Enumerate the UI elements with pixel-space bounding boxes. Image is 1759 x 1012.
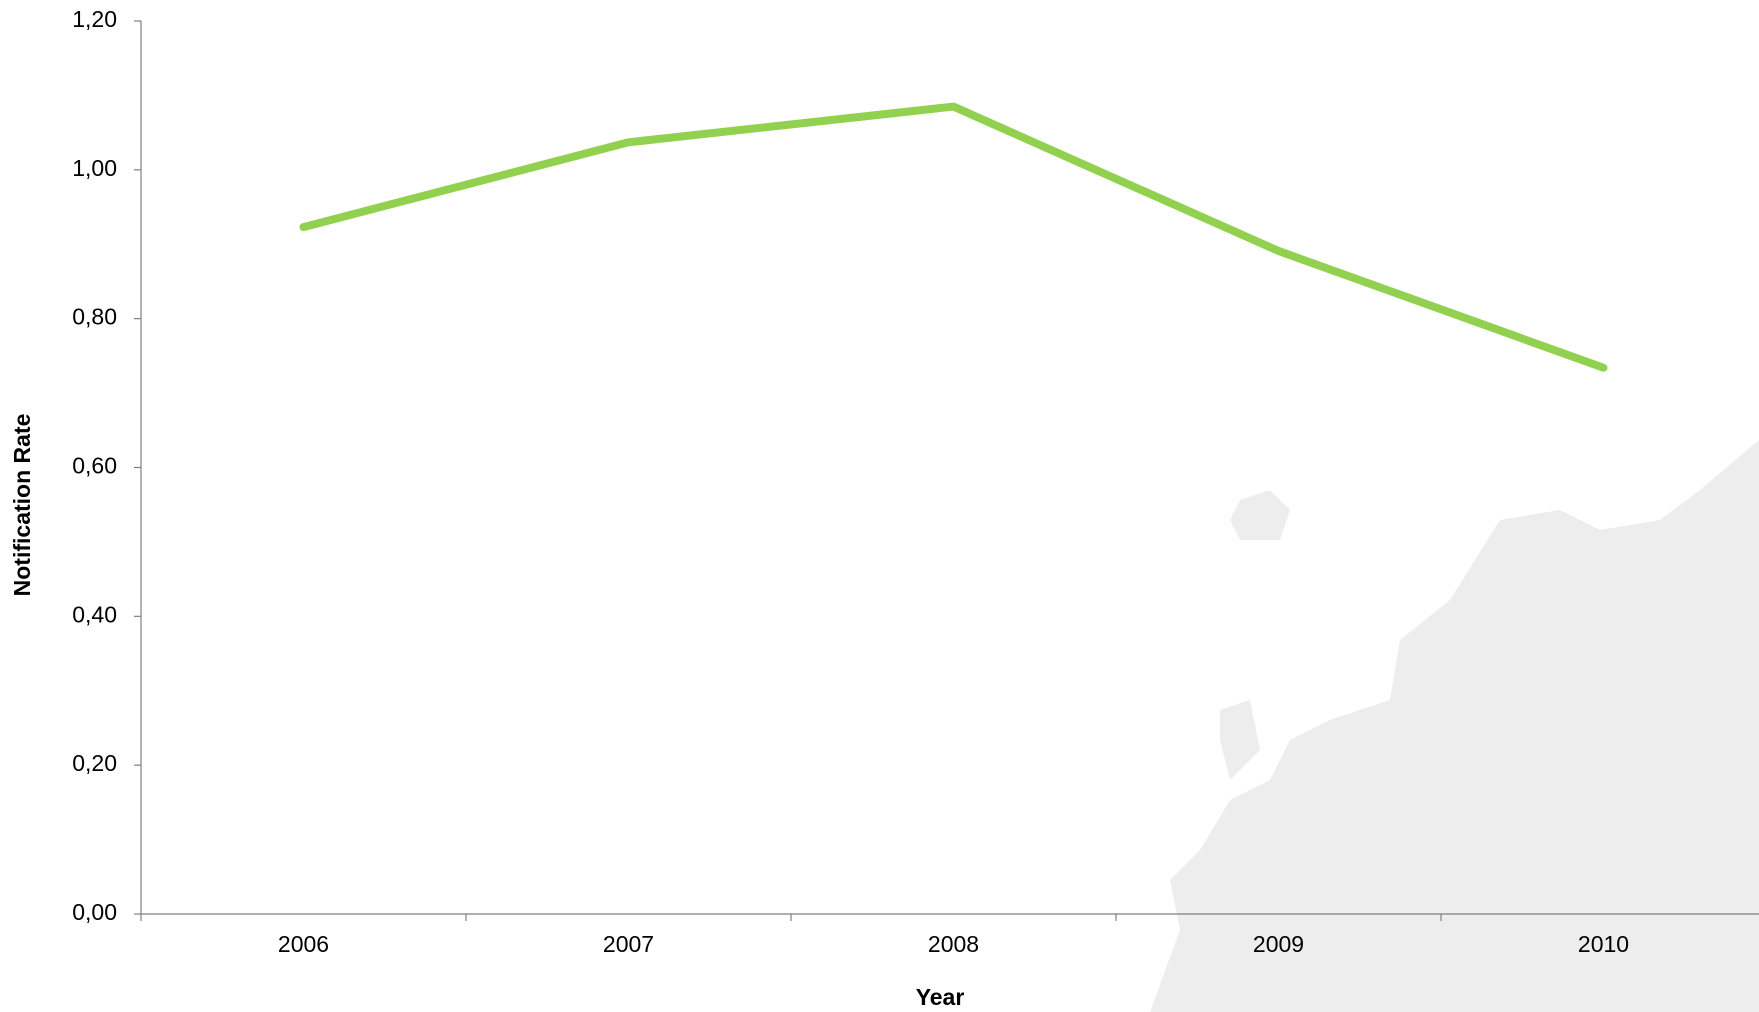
y-tick-label: 0,20: [72, 750, 117, 776]
background-map: [1150, 440, 1759, 1012]
y-tick-label: 1,20: [72, 6, 117, 32]
x-tick-label: 2008: [928, 931, 979, 957]
x-tick-label: 2007: [603, 931, 654, 957]
y-tick-label: 0,40: [72, 601, 117, 627]
y-tick-label: 0,80: [72, 304, 117, 330]
x-tick-label: 2006: [278, 931, 329, 957]
x-tick-label: 2009: [1253, 931, 1304, 957]
x-tick-label: 2010: [1578, 931, 1629, 957]
x-axis-title: Year: [916, 984, 965, 1010]
y-tick-label: 1,00: [72, 155, 117, 181]
y-axis-title: Notification Rate: [9, 414, 35, 597]
y-tick-label: 0,00: [72, 899, 117, 925]
y-tick-label: 0,60: [72, 453, 117, 479]
data-line: [299, 102, 1608, 372]
